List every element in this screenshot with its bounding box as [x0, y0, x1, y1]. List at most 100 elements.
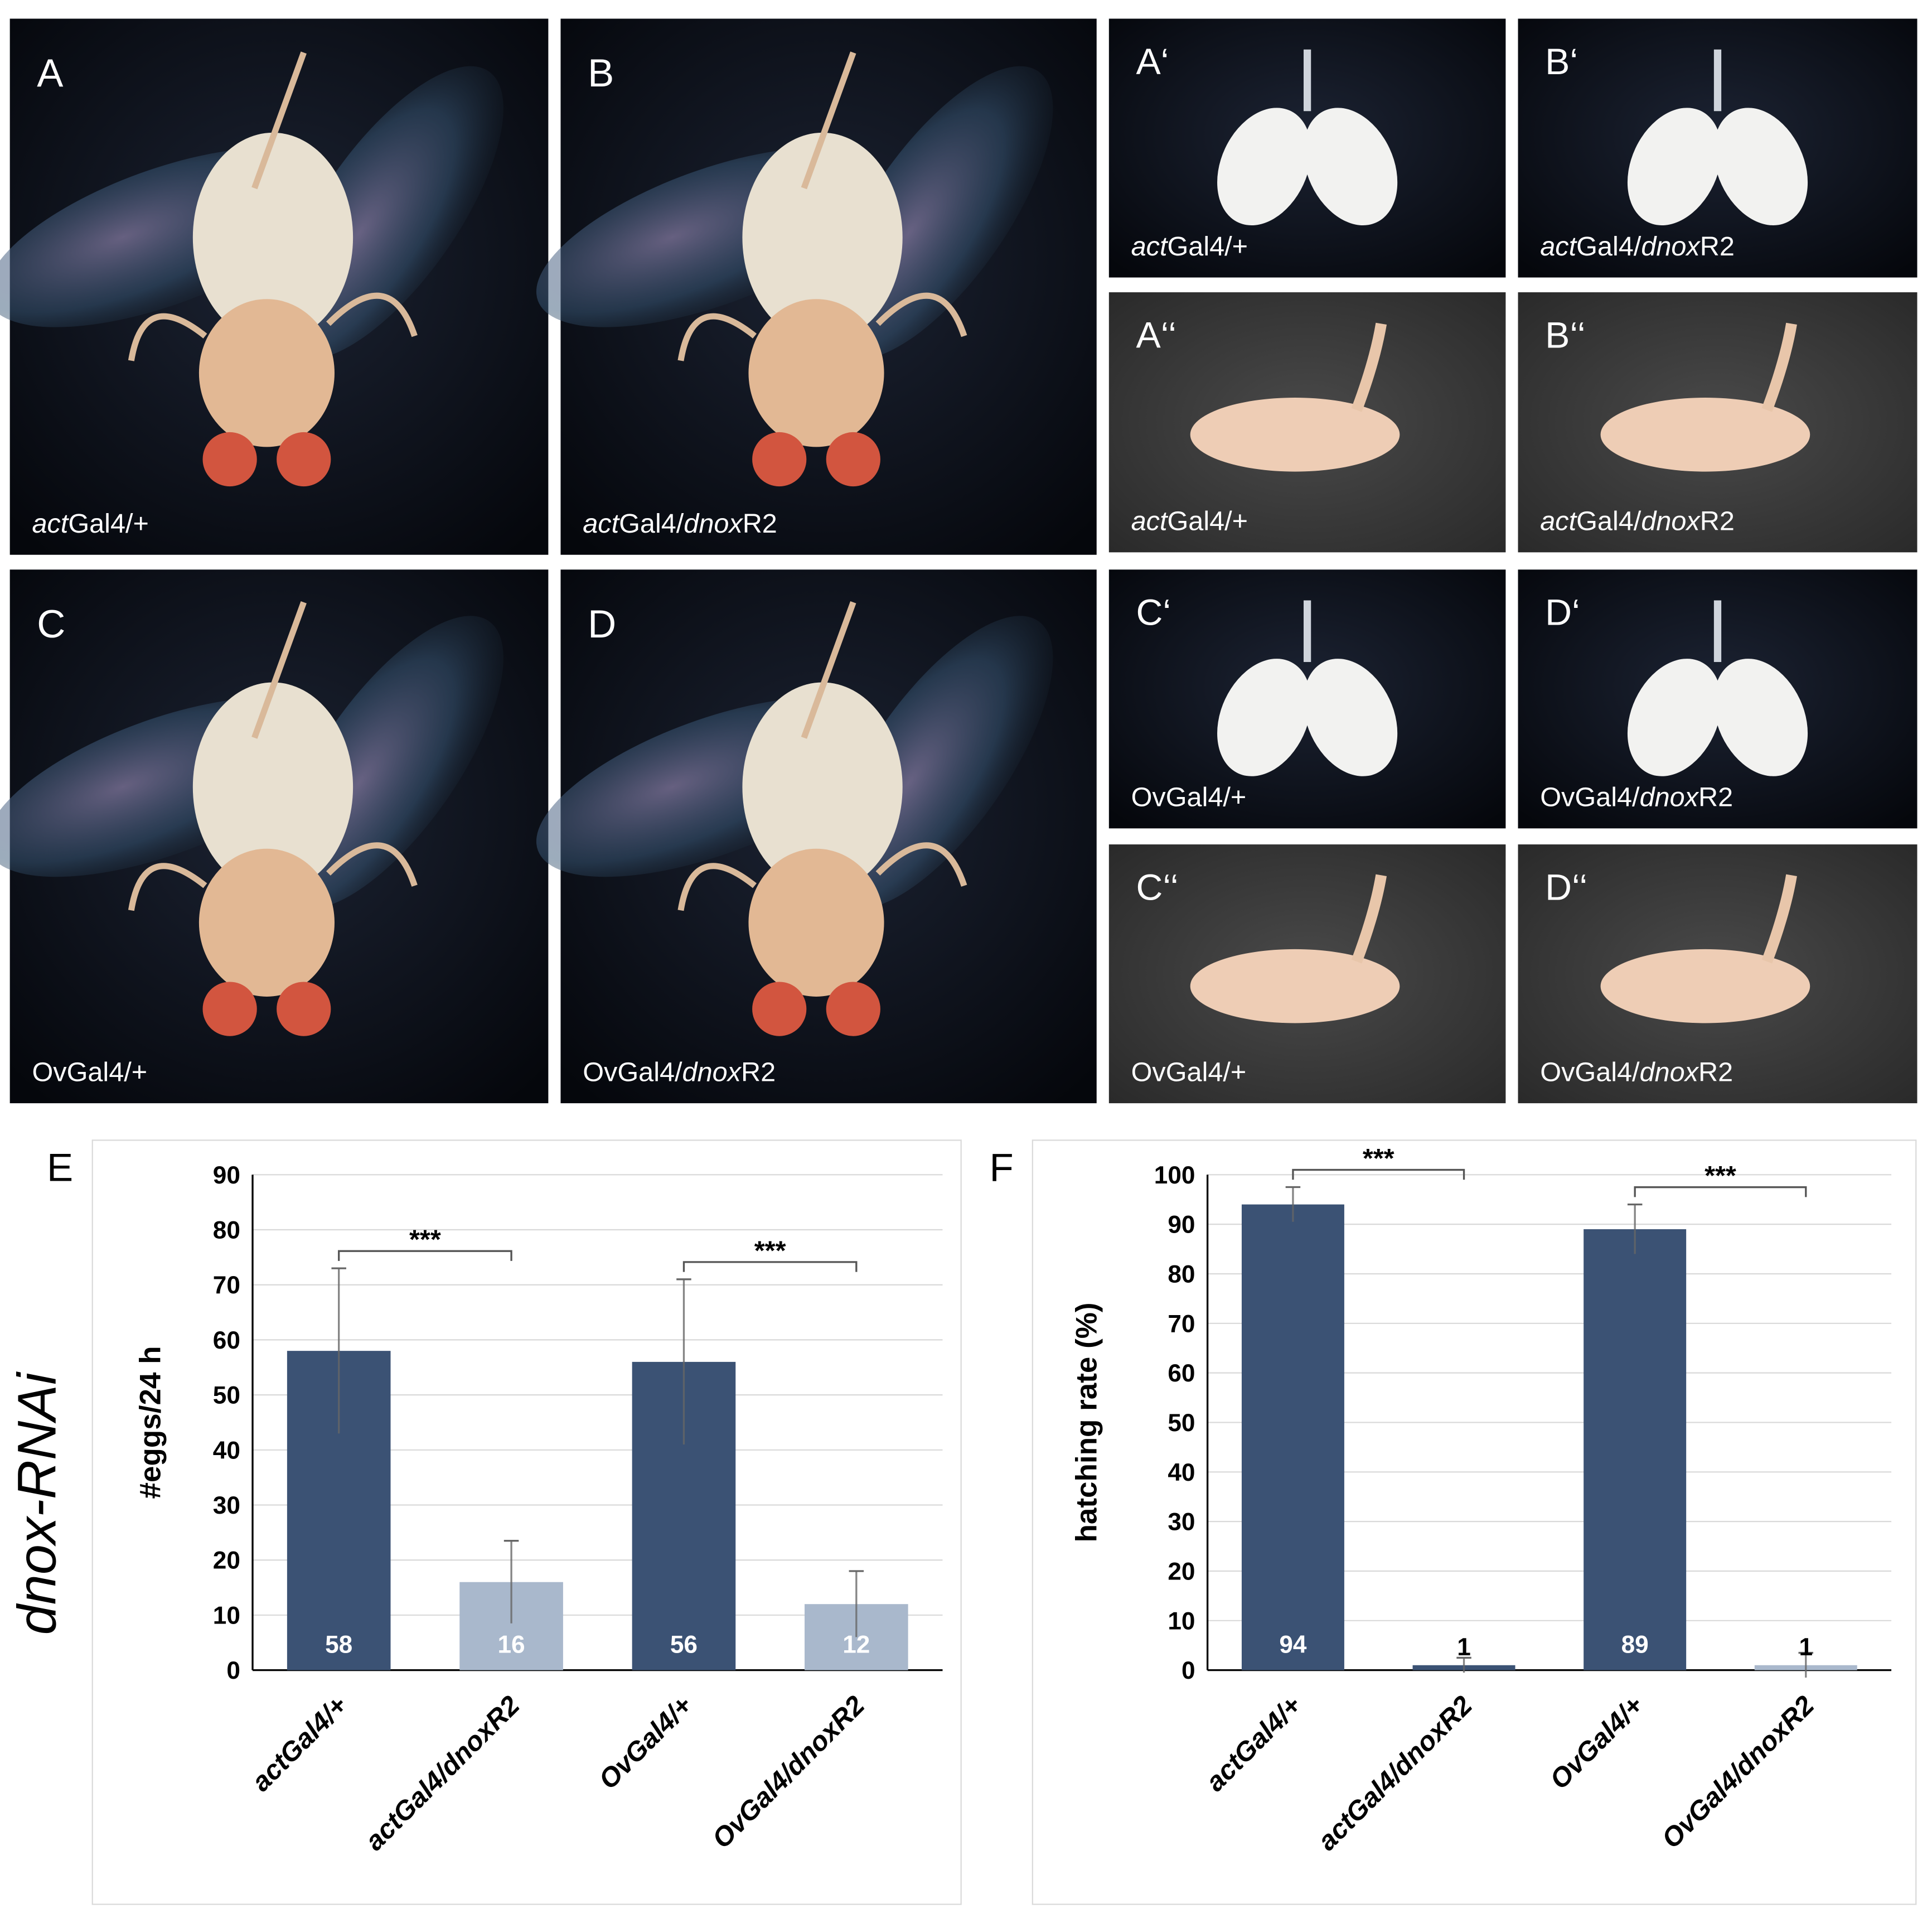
y-axis-label: hatching rate (%) — [1071, 1302, 1103, 1542]
significance-bracket — [338, 1250, 512, 1261]
panel-label: B‘ — [1545, 41, 1578, 83]
ovary — [1627, 659, 1722, 776]
caption-part: Gal4/ — [1576, 231, 1642, 262]
panel-label: E — [47, 1145, 73, 1189]
caption-part: act — [1540, 231, 1577, 262]
y-tick-label: 80 — [213, 1216, 240, 1244]
y-tick-label: 40 — [1168, 1459, 1195, 1486]
fly-eye — [826, 432, 880, 487]
significance-label: *** — [1363, 1143, 1394, 1173]
ovary — [1713, 659, 1808, 776]
y-tick-label: 60 — [213, 1327, 240, 1354]
egg — [1600, 949, 1810, 1023]
fly-legs — [128, 601, 418, 911]
caption-part: OvGal4/+ — [1131, 1057, 1247, 1087]
fly-eye — [202, 982, 257, 1036]
y-tick-label: 10 — [213, 1602, 240, 1629]
value-label: 16 — [497, 1631, 525, 1659]
y-tick-label: 90 — [1168, 1211, 1195, 1239]
caption-part: R2 — [1698, 782, 1733, 813]
side-label: dnox-RNAi — [6, 1371, 67, 1635]
caption-part: OvGal4/+ — [1131, 782, 1247, 813]
caption: actGal4/dnoxR2 — [583, 509, 777, 539]
caption-part: R2 — [743, 509, 777, 539]
caption: OvGal4/+ — [1131, 1057, 1247, 1087]
y-tick-label: 0 — [226, 1657, 240, 1684]
significance-bracket — [1634, 1186, 1807, 1197]
caption-part: OvGal4/ — [1540, 1057, 1640, 1087]
ovary — [1713, 108, 1808, 226]
chart-frame — [91, 1139, 962, 1905]
caption-part: act — [583, 509, 620, 539]
value-label: 1 — [1799, 1634, 1813, 1661]
caption: actGal4/+ — [1131, 231, 1248, 262]
caption: OvGal4/dnoxR2 — [1540, 782, 1733, 813]
ovary — [1627, 108, 1722, 226]
caption: OvGal4/dnoxR2 — [1540, 1057, 1733, 1087]
y-axis-label: #eggs/24 h — [134, 1346, 167, 1499]
panel-label: A‘ — [1136, 41, 1169, 83]
fly-eye — [202, 432, 257, 487]
y-tick-label: 90 — [213, 1162, 240, 1189]
panel-label: D‘‘ — [1545, 867, 1587, 909]
caption-part: R2 — [1700, 506, 1735, 537]
y-tick-label: 80 — [1168, 1260, 1195, 1288]
caption-part: R2 — [1698, 1057, 1733, 1087]
y-tick-label: 30 — [1168, 1509, 1195, 1536]
value-label: 12 — [842, 1631, 870, 1659]
caption-part: dnox — [1641, 506, 1701, 537]
caption-part: OvGal4/ — [1540, 782, 1640, 813]
ovary — [1303, 108, 1398, 226]
egg — [1190, 398, 1400, 472]
fly-abdomen — [742, 682, 903, 892]
value-label: 56 — [670, 1631, 698, 1659]
ovary — [1217, 108, 1311, 226]
caption-part: dnox — [1640, 782, 1699, 813]
fly-eye — [277, 982, 331, 1036]
caption: OvGal4/+ — [32, 1057, 147, 1087]
fly-thorax — [198, 848, 335, 997]
value-label: 58 — [325, 1631, 352, 1659]
caption-part: Gal4/ — [619, 509, 684, 539]
caption-part: Gal4/+ — [1167, 231, 1248, 262]
egg — [1190, 949, 1400, 1023]
bar — [1584, 1229, 1687, 1670]
caption: actGal4/dnoxR2 — [1540, 506, 1735, 537]
panel-label: A‘‘ — [1136, 315, 1176, 356]
y-tick-label: 50 — [1168, 1409, 1195, 1437]
caption: actGal4/dnoxR2 — [1540, 231, 1735, 262]
caption: actGal4/+ — [1131, 506, 1248, 537]
panel-label: C — [37, 602, 65, 646]
panel-label: B‘‘ — [1545, 315, 1585, 356]
caption-part: act — [32, 509, 69, 539]
caption: OvGal4/dnoxR2 — [583, 1057, 776, 1087]
caption-part: Gal4/+ — [1167, 506, 1248, 537]
fly-eye — [277, 432, 331, 487]
panel-label: C‘ — [1136, 592, 1171, 634]
panel-label: A — [37, 51, 64, 95]
caption-part: Gal4/ — [1576, 506, 1642, 537]
caption-part: dnox — [1640, 1057, 1699, 1087]
y-tick-label: 20 — [1168, 1558, 1195, 1585]
panel-label: F — [989, 1145, 1013, 1189]
panel-label: D — [588, 602, 616, 646]
fly-eye — [752, 982, 807, 1036]
caption: OvGal4/+ — [1131, 782, 1247, 813]
bar — [1241, 1204, 1344, 1670]
chart-frame — [1032, 1139, 1917, 1905]
value-label: 94 — [1279, 1631, 1307, 1659]
caption-part: R2 — [741, 1057, 776, 1087]
caption-part: R2 — [1700, 231, 1735, 262]
significance-label: *** — [1705, 1161, 1736, 1191]
significance-bracket — [1292, 1168, 1465, 1180]
fly-legs — [677, 601, 967, 911]
y-tick-label: 50 — [213, 1382, 240, 1409]
fly-legs — [128, 51, 418, 361]
significance-label: *** — [754, 1235, 786, 1265]
fly-abdomen — [192, 132, 354, 342]
caption-part: act — [1131, 231, 1169, 262]
value-label: 1 — [1457, 1634, 1471, 1661]
y-tick-label: 20 — [213, 1547, 240, 1574]
caption-part: OvGal4/ — [583, 1057, 682, 1087]
panel-label: C‘‘ — [1136, 867, 1178, 909]
